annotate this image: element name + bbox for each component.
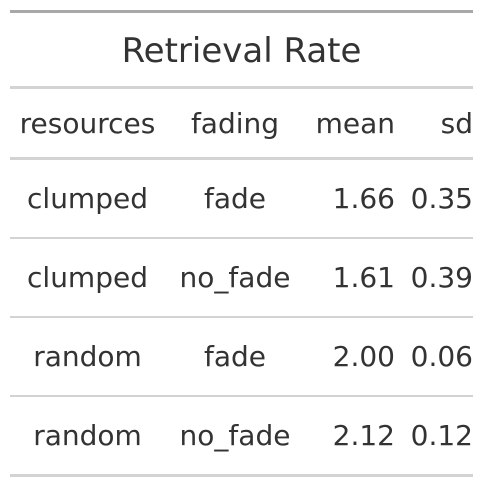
cell-resources: clumped [10, 158, 165, 239]
cell-mean: 1.61 [305, 238, 395, 318]
cell-sd: 0.12 [395, 396, 473, 477]
header-mean: mean [305, 89, 395, 160]
header-fading: fading [165, 89, 305, 160]
cell-mean: 2.00 [305, 317, 395, 397]
table-title: Retrieval Rate [121, 31, 362, 71]
table-row: random no_fade 2.12 0.12 [10, 396, 473, 477]
cell-resources: clumped [10, 238, 165, 318]
data-table: Retrieval Rate resources fading mean sd … [10, 10, 473, 477]
cell-sd: 0.39 [395, 238, 473, 318]
title-rule [10, 86, 473, 89]
table-row: clumped no_fade 1.61 0.39 [10, 238, 473, 318]
cell-resources: random [10, 396, 165, 477]
cell-mean: 1.66 [305, 158, 395, 239]
cell-resources: random [10, 317, 165, 397]
results-table: resources fading mean sd clumped fade 1.… [10, 89, 473, 477]
cell-sd: 0.35 [395, 158, 473, 239]
cell-fading: no_fade [165, 238, 305, 318]
header-sd: sd [395, 89, 473, 160]
cell-sd: 0.06 [395, 317, 473, 397]
cell-fading: no_fade [165, 396, 305, 477]
cell-mean: 2.12 [305, 396, 395, 477]
table-row: clumped fade 1.66 0.35 [10, 158, 473, 239]
cell-fading: fade [165, 158, 305, 239]
top-rule [10, 10, 473, 13]
table-row: random fade 2.00 0.06 [10, 317, 473, 397]
cell-fading: fade [165, 317, 305, 397]
header-resources: resources [10, 89, 165, 160]
header-row: resources fading mean sd [10, 89, 473, 160]
